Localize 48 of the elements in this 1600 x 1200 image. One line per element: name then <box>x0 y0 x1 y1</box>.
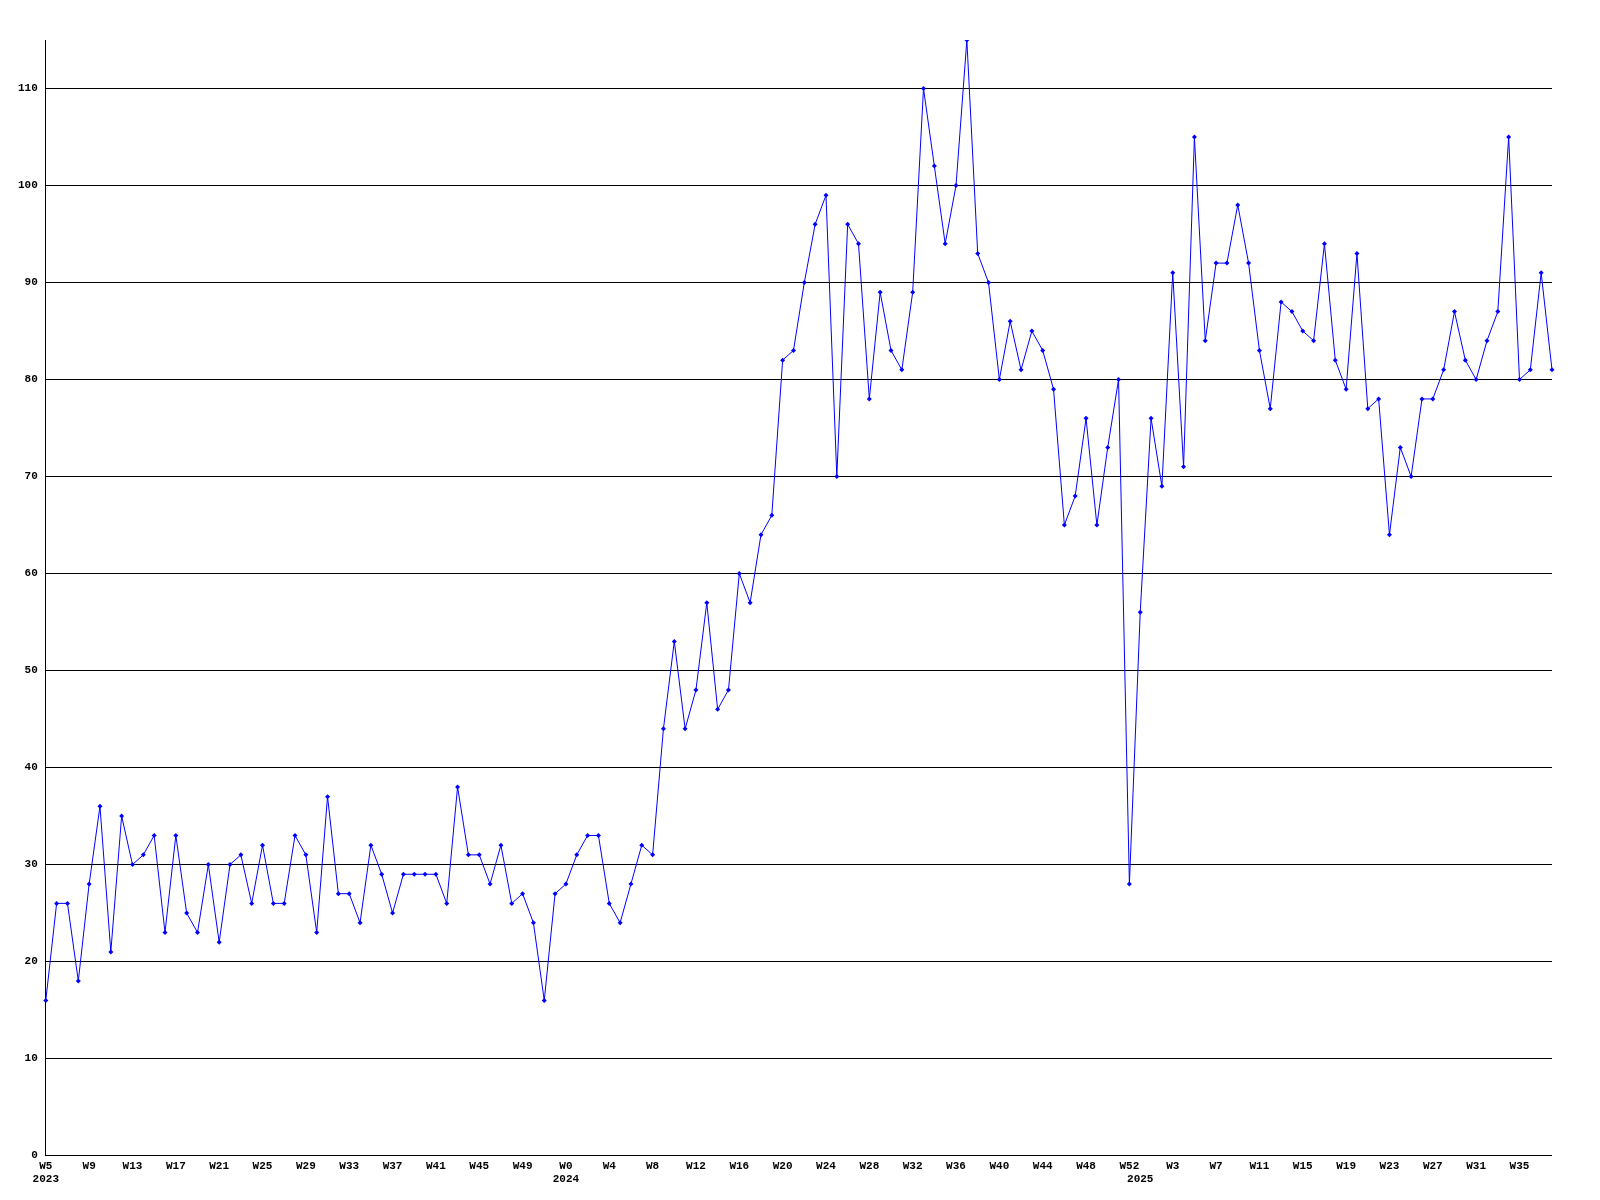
x-tick-label: W48 <box>1076 1159 1097 1172</box>
x-tick-label: W7 <box>1209 1159 1223 1172</box>
x-tick-label: W5 2023 <box>32 1159 60 1186</box>
y-tick-label: 30 <box>24 858 38 871</box>
y-tick-label: 60 <box>24 567 38 580</box>
x-tick-label: W35 <box>1509 1159 1530 1172</box>
y-tick-label: 90 <box>24 276 38 289</box>
x-tick-label: W49 <box>512 1159 533 1172</box>
x-tick-label: W20 <box>772 1159 793 1172</box>
x-tick-label: W21 <box>209 1159 230 1172</box>
y-tick-label: 110 <box>17 82 38 95</box>
x-tick-label: W27 <box>1422 1159 1443 1172</box>
y-tick-label: 10 <box>24 1052 38 1065</box>
x-tick-label: W33 <box>339 1159 360 1172</box>
x-tick-label: W16 <box>729 1159 750 1172</box>
x-tick-label: W12 <box>686 1159 706 1172</box>
x-tick-label: W19 <box>1336 1159 1357 1172</box>
x-tick-label: W8 <box>646 1159 660 1172</box>
y-tick-label: 40 <box>24 761 38 774</box>
y-tick-label: 50 <box>24 664 38 677</box>
x-tick-label: W23 <box>1379 1159 1400 1172</box>
x-tick-label: 2025 <box>1127 1173 1154 1186</box>
x-tick-label: W36 <box>946 1159 966 1172</box>
x-tick-label: W40 <box>989 1159 1010 1172</box>
x-tick-label: W41 <box>425 1159 447 1172</box>
x-tick-label: W15 <box>1292 1159 1314 1172</box>
x-tick-label: W13 <box>122 1159 143 1172</box>
x-tick-label: W0 2024 <box>552 1159 580 1186</box>
x-tick-label: W37 <box>382 1159 403 1172</box>
y-tick-label: 80 <box>24 373 38 386</box>
y-tick-label: 70 <box>24 470 38 483</box>
y-tick-label: 20 <box>24 955 38 968</box>
y-tick-label: 0 <box>31 1149 38 1162</box>
x-tick-label: W3 <box>1166 1159 1180 1172</box>
y-tick-label: 100 <box>17 179 38 192</box>
x-tick-label: W24 <box>816 1159 837 1172</box>
x-tick-label: W25 <box>252 1159 273 1172</box>
x-tick-label: W28 <box>859 1159 880 1172</box>
x-tick-label: W31 <box>1466 1159 1487 1172</box>
x-tick-label: W32 <box>902 1159 923 1172</box>
x-tick-label: W29 <box>295 1159 316 1172</box>
x-tick-label: W4 <box>602 1159 617 1172</box>
x-tick-label: W45 <box>469 1159 490 1172</box>
x-tick-label: W44 <box>1032 1159 1054 1172</box>
x-tick-label: W17 <box>165 1159 186 1172</box>
x-tick-label: W9 <box>82 1159 96 1172</box>
x-tick-label: W52 <box>1119 1159 1140 1172</box>
x-tick-label: W11 <box>1249 1159 1270 1172</box>
